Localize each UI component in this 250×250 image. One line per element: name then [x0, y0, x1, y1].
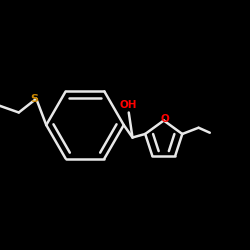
Text: S: S [30, 94, 38, 104]
Text: O: O [160, 114, 170, 124]
Text: OH: OH [120, 100, 138, 110]
